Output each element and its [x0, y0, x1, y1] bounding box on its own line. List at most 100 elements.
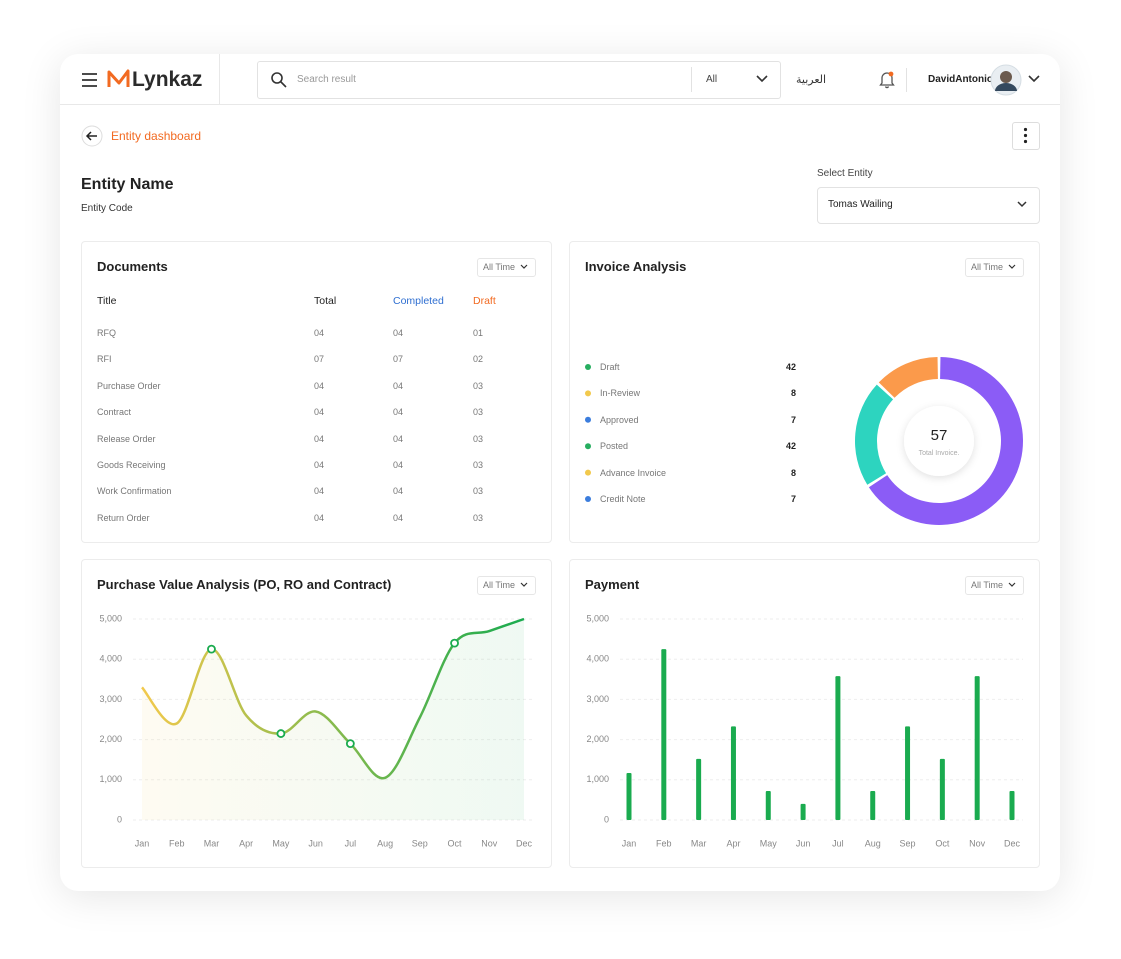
line-area [142, 619, 524, 820]
legend-value: 7 [790, 494, 796, 504]
more-button[interactable] [1012, 122, 1040, 150]
legend-dot [585, 496, 591, 502]
table-cell: 07 [314, 354, 325, 365]
header-divider [60, 104, 1060, 105]
card-title: Invoice Analysis [585, 259, 687, 274]
donut-center [904, 406, 974, 476]
bar [974, 676, 980, 820]
search-icon [271, 72, 287, 88]
y-tick-label: 5,000 [586, 613, 609, 623]
table-cell: 04 [393, 486, 404, 497]
chevron[interactable] [1027, 73, 1041, 85]
table-cell: 04 [314, 486, 325, 497]
table-cell: 02 [473, 354, 484, 365]
table-cell: Goods Receiving [97, 460, 166, 470]
donut-segment [878, 357, 938, 398]
table-cell: RFI [97, 354, 112, 365]
search-divider [691, 67, 692, 92]
card-title: Purchase Value Analysis (PO, RO and Cont… [97, 577, 392, 592]
entity-select[interactable] [817, 187, 1040, 224]
bar [870, 791, 876, 820]
time-filter[interactable]: All Time [477, 258, 536, 277]
line-marker [450, 638, 459, 648]
table-cell: 04 [393, 328, 404, 338]
table-header: Draft [473, 295, 496, 307]
table-header: Completed [393, 295, 444, 307]
donut-segment [855, 384, 894, 485]
x-tick-label: Jun [796, 838, 811, 848]
bar [835, 676, 841, 820]
entity-name: Entity Name [81, 176, 174, 193]
table-cell: 04 [393, 460, 404, 470]
legend-value: 8 [790, 467, 796, 478]
y-tick-label: 0 [604, 814, 609, 824]
breadcrumb[interactable]: Entity dashboard [111, 129, 202, 143]
legend-label: Posted [600, 441, 629, 452]
center-value: 57 [931, 427, 948, 444]
table-cell: Work Confirmation [97, 486, 172, 497]
time-filter[interactable]: All Time [477, 576, 536, 595]
x-tick-label: Dec [516, 838, 533, 848]
x-tick-label: Jul [345, 838, 357, 848]
table-cell: 04 [314, 460, 325, 470]
table-cell: 04 [314, 328, 325, 338]
search-filter[interactable]: All [706, 74, 718, 85]
bar [939, 758, 945, 820]
table-cell: 03 [473, 407, 484, 418]
x-tick-label: Nov [969, 838, 986, 848]
time-filter[interactable]: All Time [965, 258, 1024, 277]
y-tick-label: 0 [117, 814, 122, 824]
x-tick-label: Oct [935, 838, 950, 848]
legend-value: 7 [790, 414, 796, 425]
table-header: Title [97, 295, 117, 307]
search-placeholder: Search result [297, 74, 356, 85]
notification-icon[interactable] [878, 70, 896, 89]
table-cell: 04 [314, 407, 325, 418]
legend-dot [585, 390, 591, 397]
center-label: Total Invoice. [919, 450, 960, 457]
table-cell: 04 [393, 380, 404, 391]
time-filter[interactable]: All Time [965, 576, 1024, 595]
entity-selected: Tomas Wailing [828, 199, 893, 210]
table-cell: 03 [473, 380, 484, 391]
line-marker [276, 729, 286, 738]
bar [800, 803, 806, 820]
logo-icon [107, 69, 130, 87]
x-tick-label: Sep [900, 838, 916, 848]
x-tick-label: Jul [832, 838, 844, 848]
bar [696, 758, 702, 820]
back-button[interactable] [81, 125, 103, 147]
table-cell: 04 [393, 512, 404, 523]
y-tick-label: 1,000 [99, 774, 122, 784]
x-tick-label: Apr [726, 838, 740, 848]
card-title: Documents [97, 259, 168, 274]
bar [626, 772, 632, 820]
y-tick-label: 4,000 [586, 654, 609, 664]
x-tick-label: Dec [1004, 838, 1021, 848]
more-icon [1023, 127, 1028, 144]
line-marker [207, 644, 216, 654]
y-tick-label: 2,000 [586, 734, 609, 744]
x-tick-label: Apr [239, 838, 253, 848]
table-cell: Release Order [97, 433, 156, 444]
table-cell: 04 [393, 407, 404, 418]
x-tick-label: Feb [656, 838, 672, 848]
y-tick-label: 3,000 [99, 694, 122, 704]
legend-label: Draft [600, 362, 620, 372]
language-switch[interactable]: العربية [796, 73, 827, 86]
user-avatar[interactable] [990, 64, 1022, 96]
x-tick-label: Aug [865, 838, 881, 848]
menu-icon[interactable] [80, 70, 100, 90]
table-cell: 03 [473, 460, 484, 470]
x-tick-label: Sep [412, 838, 428, 848]
table-cell: RFQ [97, 328, 116, 338]
legend-value: 8 [790, 388, 796, 399]
x-tick-label: Mar [204, 838, 220, 848]
table-header: Total [314, 295, 337, 307]
search-box[interactable] [257, 61, 781, 99]
x-tick-label: May [760, 838, 778, 848]
x-tick-label: Jun [308, 838, 323, 848]
user-name[interactable]: DavidAntonio [928, 74, 993, 85]
user-divider [906, 68, 907, 92]
entity-code: Entity Code [81, 203, 133, 214]
